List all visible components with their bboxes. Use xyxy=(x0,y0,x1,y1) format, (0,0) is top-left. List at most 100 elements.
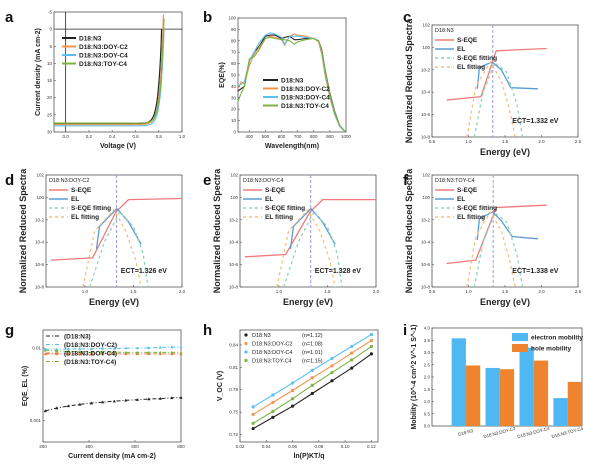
x-tick-label: 800 xyxy=(310,134,318,139)
y-tick-label: 102 xyxy=(422,23,430,28)
plot-frame xyxy=(53,11,183,133)
data-marker xyxy=(112,350,116,354)
data-point xyxy=(271,409,275,413)
data-marker xyxy=(179,345,183,349)
data-marker xyxy=(135,398,139,401)
data-point xyxy=(310,391,314,396)
y-tick-label: 10-2 xyxy=(421,67,431,72)
spectrum-el xyxy=(476,61,538,90)
legend-label: S-EQE fitting xyxy=(265,205,305,212)
legend-label: electron mobility xyxy=(531,335,583,342)
jv-curve-1 xyxy=(54,14,164,126)
y-tick-label: 80 xyxy=(231,38,237,43)
y-tick-label: 100 xyxy=(230,195,238,200)
panel-label-d: d xyxy=(5,172,14,189)
data-point xyxy=(330,364,334,368)
chart-h-voc-light: 0.02 0.04 0.06 0.08 0.10 0.12 0.72 0.75 0.78 0.81… xyxy=(217,329,379,460)
plot-frame xyxy=(42,329,182,443)
y-tick-label: 0.72 xyxy=(229,432,238,437)
y-tick-label: 0.81 xyxy=(229,365,238,370)
spectrum-el-fitting xyxy=(82,208,142,288)
legend-label: S-EQE xyxy=(71,187,92,194)
legend-marker xyxy=(244,358,248,363)
x-tick-label: 1.0 xyxy=(465,139,472,144)
data-point xyxy=(310,368,314,372)
y-tick-label: 0.5 xyxy=(424,411,431,416)
data-point xyxy=(290,397,295,401)
panel-label-e: e xyxy=(203,172,211,189)
y-tick-label: 10-6 xyxy=(421,262,431,267)
y-tick-label: 25 xyxy=(47,112,53,117)
data-point xyxy=(251,421,255,425)
legend-label: D18:N3:DOY-C2 xyxy=(252,342,292,348)
bar-hole-mobility xyxy=(499,369,515,426)
legend-label: S-EQE fitting xyxy=(457,55,497,62)
spectrum-el xyxy=(476,211,538,241)
jv-curve-2 xyxy=(54,29,165,127)
y-tick-label: 10-8 xyxy=(229,285,239,290)
ect-annotation: ECT=1.332 eV xyxy=(512,118,558,125)
legend-label: S-EQE fitting xyxy=(71,205,111,212)
data-marker xyxy=(89,347,93,350)
data-marker xyxy=(78,402,82,406)
y-tick-label: 0.0 xyxy=(424,424,431,429)
y-axis-label: Normalized Reduced Spectra xyxy=(18,168,28,294)
y-tick-label: 60 xyxy=(231,61,237,66)
data-marker xyxy=(66,404,70,408)
y-tick-label: 0.75 xyxy=(229,410,238,415)
sample-title: D18:N3:DOY-C2 xyxy=(49,178,89,184)
y-axis-label: EQE(%) xyxy=(219,62,226,88)
y-tick-label: 0 xyxy=(49,27,52,32)
data-marker xyxy=(135,352,139,356)
x-tick-label: 2.5 xyxy=(575,289,582,294)
panel-label-b: b xyxy=(203,9,212,26)
bar-electron-mobility xyxy=(519,347,534,426)
data-marker xyxy=(112,352,116,356)
panel-label-c: c xyxy=(403,9,411,26)
bar-electron-mobility xyxy=(553,398,568,426)
legend-label: EL xyxy=(265,196,273,203)
legend-marker xyxy=(244,350,248,354)
data-marker xyxy=(66,349,70,353)
sample-title: D18:N3:DOY-C4 xyxy=(243,178,283,184)
x-tick-label: 0.0 xyxy=(63,134,70,139)
data-marker xyxy=(112,346,116,350)
plot-frame xyxy=(45,174,183,288)
data-marker xyxy=(124,346,128,350)
spectrum-el xyxy=(289,207,336,249)
data-marker xyxy=(101,352,105,356)
y-tick-label: 100 xyxy=(422,195,430,200)
legend-label: D18:N3:TOY-C4 xyxy=(281,103,329,110)
data-marker xyxy=(55,347,59,351)
legend-marker xyxy=(244,341,248,346)
bar-electron-mobility xyxy=(451,338,466,426)
category-label: D18:N3:DOY-C4 xyxy=(517,426,551,440)
data-marker xyxy=(43,409,47,413)
ect-annotation: ECT=1.328 eV xyxy=(315,268,361,275)
x-tick-label: 200 xyxy=(39,444,47,449)
x-tick-label: 500 xyxy=(262,134,270,139)
spectrum-s-eqe xyxy=(244,198,376,258)
legend-label: D18:N3 xyxy=(281,77,304,84)
x-axis-label: Voltage (V) xyxy=(100,143,136,150)
bar-hole-mobility xyxy=(567,381,582,426)
data-marker xyxy=(78,347,82,350)
y-tick-label: 2.0 xyxy=(424,375,431,380)
y-tick-label: 10-4 xyxy=(35,240,45,245)
data-marker xyxy=(147,350,151,354)
data-marker xyxy=(135,346,139,350)
legend-n-value: (n=1.12) xyxy=(302,333,323,339)
legend-label: D18:N3:DOY-C2 xyxy=(79,44,128,51)
data-marker xyxy=(124,352,128,356)
y-axis-label: Current density (mA cm-2) xyxy=(35,28,42,116)
legend-marker xyxy=(244,333,248,337)
legend-n-value: (n=1.08) xyxy=(302,342,323,348)
panel-label-g: g xyxy=(5,322,14,339)
x-tick-label: 1.5 xyxy=(502,139,509,144)
x-tick-label: 0.4 xyxy=(109,134,116,139)
data-marker xyxy=(112,399,116,403)
x-tick-label: 800 xyxy=(177,444,185,449)
data-marker xyxy=(147,397,151,401)
spectrum-s-eqe-fitting xyxy=(283,210,343,288)
spectrum-el-fitting xyxy=(466,60,516,138)
